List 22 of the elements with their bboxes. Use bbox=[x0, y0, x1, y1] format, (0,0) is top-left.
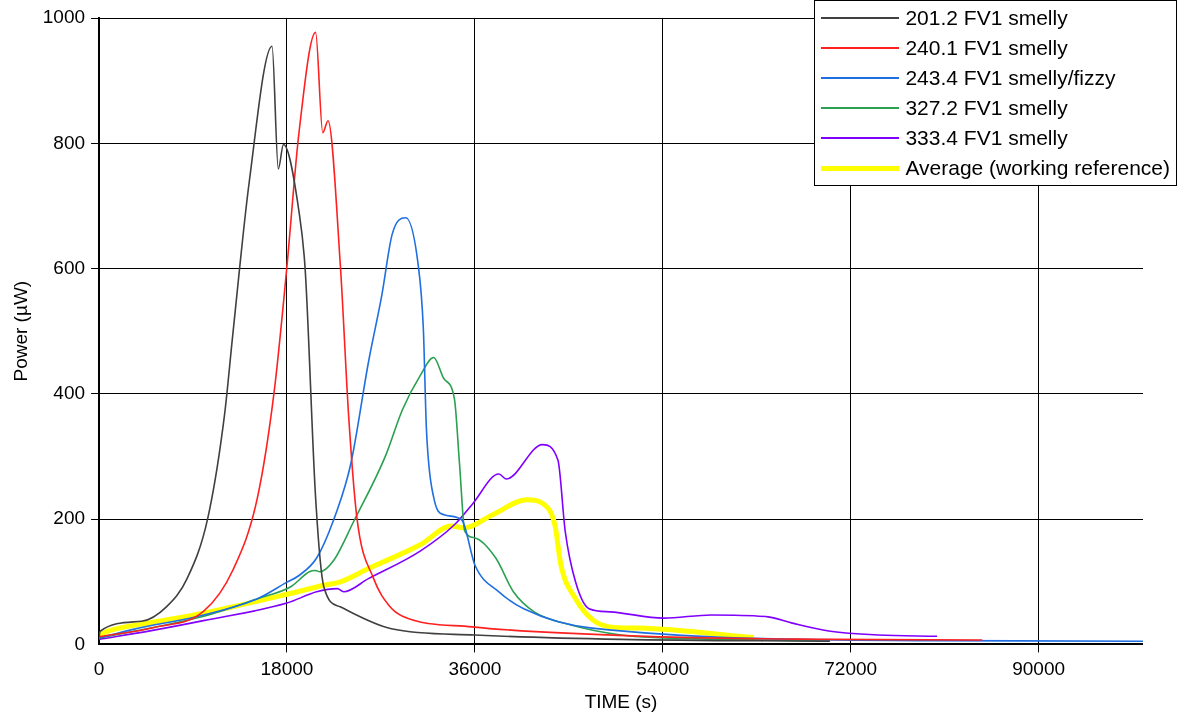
legend-label: 243.4 FV1 smelly/fizzy bbox=[905, 65, 1116, 91]
line-series bbox=[99, 45, 831, 643]
y-tick-label: 0 bbox=[74, 632, 86, 654]
legend-label: 201.2 FV1 smelly bbox=[905, 5, 1068, 31]
x-tick-label: 36000 bbox=[448, 658, 502, 680]
legend-label: 327.2 FV1 smelly bbox=[905, 95, 1068, 121]
y-tick-label: 200 bbox=[53, 507, 86, 529]
x-axis-title: TIME (s) bbox=[584, 690, 658, 712]
x-tick-label: 18000 bbox=[260, 658, 314, 680]
y-tick-label: 400 bbox=[53, 382, 86, 404]
y-axis-title: Power (µW) bbox=[9, 280, 31, 382]
x-tick-label: 72000 bbox=[824, 658, 878, 680]
y-tick-label: 800 bbox=[53, 131, 86, 153]
legend-label: 333.4 FV1 smelly bbox=[905, 125, 1068, 151]
legend-label: Average (working reference) bbox=[905, 155, 1170, 181]
line-series bbox=[99, 443, 938, 641]
legend-label: 240.1 FV1 smelly bbox=[905, 35, 1068, 61]
x-tick-label: 0 bbox=[93, 658, 105, 680]
x-tick-label: 90000 bbox=[1012, 658, 1066, 680]
x-tick-label: 54000 bbox=[636, 658, 690, 680]
y-tick-label: 600 bbox=[53, 256, 86, 278]
y-tick-label: 1000 bbox=[42, 6, 86, 28]
